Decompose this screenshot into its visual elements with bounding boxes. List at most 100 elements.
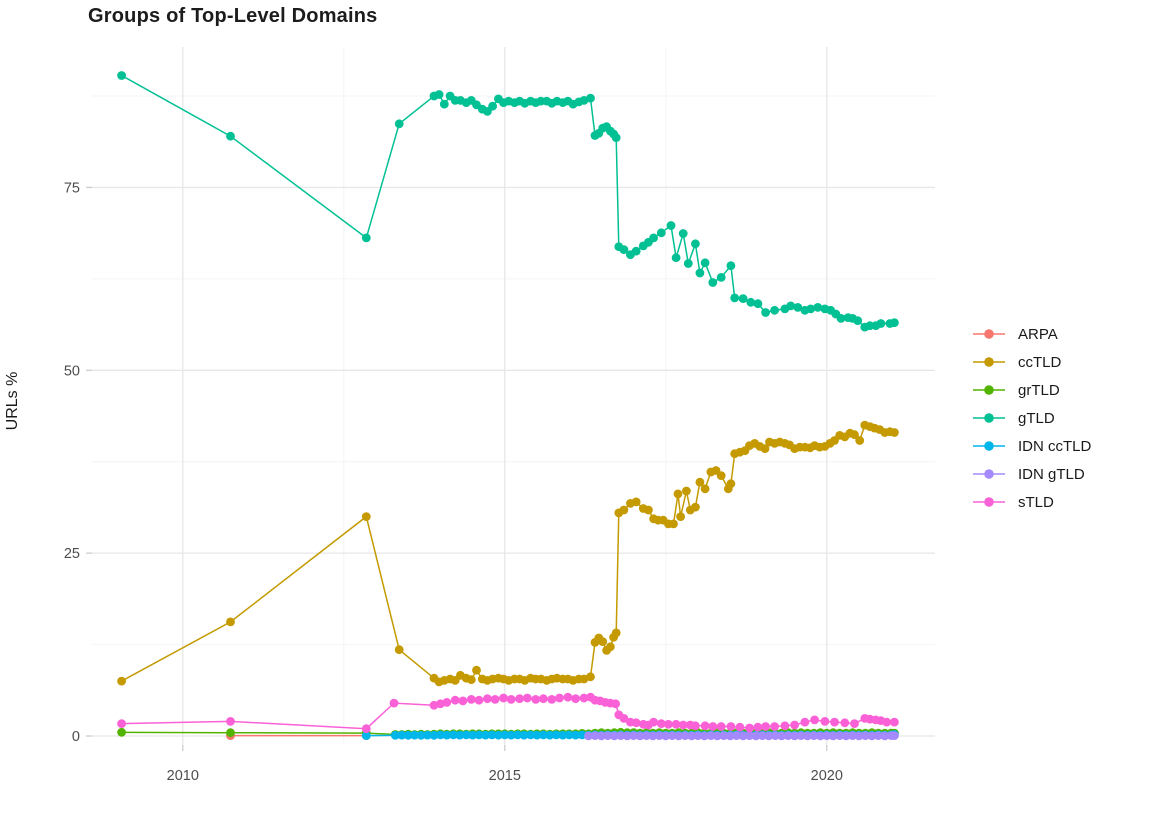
data-point (656, 228, 666, 238)
data-point (683, 259, 693, 268)
data-point (606, 642, 615, 652)
data-point (764, 731, 774, 741)
data-point (716, 471, 726, 480)
data-point (117, 727, 126, 737)
legend-label: ccTLD (1018, 353, 1062, 371)
legend-key-dot (984, 385, 994, 395)
data-point (828, 731, 838, 741)
y-tick-label: 25 (64, 546, 80, 562)
data-point (648, 731, 658, 741)
data-point (545, 730, 555, 740)
data-point (678, 720, 688, 730)
data-point (579, 693, 589, 703)
x-tick-label: 2020 (811, 768, 843, 784)
data-point (745, 731, 754, 740)
data-point (770, 722, 779, 731)
data-point (490, 695, 500, 704)
data-point (669, 519, 678, 529)
data-point (803, 731, 812, 741)
data-point (226, 717, 235, 726)
data-point (361, 724, 371, 734)
data-point (753, 299, 763, 309)
data-point (555, 693, 564, 703)
data-point (676, 512, 685, 521)
data-point (873, 731, 883, 740)
data-point (726, 722, 736, 731)
legend-label: IDN gTLD (1018, 465, 1085, 483)
legend-key-dot (984, 357, 994, 367)
legend-key-dot (984, 413, 994, 423)
data-point (745, 723, 754, 733)
data-point (226, 617, 235, 627)
data-point (629, 731, 638, 740)
data-point (468, 730, 477, 740)
data-point (649, 233, 658, 243)
data-point (611, 699, 620, 709)
data-point (551, 730, 561, 740)
data-point (611, 628, 621, 638)
data-point (397, 730, 407, 740)
data-point (850, 719, 859, 728)
x-tick-label: 2010 (167, 768, 199, 784)
data-point (855, 436, 865, 445)
data-point (732, 731, 741, 740)
data-point (442, 698, 452, 707)
data-point (770, 731, 780, 740)
data-point (619, 245, 629, 255)
data-point (117, 676, 126, 686)
data-point (390, 730, 400, 740)
data-point (890, 731, 899, 740)
data-point (609, 731, 619, 741)
data-point (708, 722, 718, 731)
series-stld (117, 692, 899, 734)
y-tick-label: 75 (64, 180, 80, 196)
legend-item-gtld: gTLD (972, 404, 1091, 432)
data-point (890, 428, 899, 437)
series-idn-gtld (584, 731, 899, 741)
data-point (429, 730, 439, 740)
legend-key-icon (973, 441, 1005, 451)
data-point (738, 294, 748, 303)
data-point (571, 694, 580, 704)
data-point (876, 319, 886, 328)
data-point (700, 721, 710, 731)
data-point (693, 731, 703, 740)
data-point (850, 430, 859, 440)
data-point (590, 731, 600, 740)
data-point (816, 731, 825, 741)
data-point (394, 119, 404, 129)
data-point (841, 731, 851, 741)
data-point (678, 229, 688, 238)
data-point (666, 221, 676, 230)
data-point (830, 717, 839, 727)
data-point (603, 731, 613, 740)
data-point (726, 261, 736, 271)
data-point (394, 645, 404, 655)
data-point (515, 694, 524, 704)
data-point (848, 731, 857, 740)
data-point (649, 717, 658, 727)
data-point (361, 512, 371, 521)
data-point (655, 731, 664, 740)
legend-label: sTLD (1018, 493, 1054, 511)
data-point (597, 731, 606, 741)
data-point (598, 637, 608, 646)
legend-item-cctld: ccTLD (972, 348, 1091, 376)
data-point (664, 719, 673, 729)
data-point (481, 730, 490, 740)
data-point (389, 698, 399, 708)
data-point (416, 730, 426, 740)
data-point (890, 318, 899, 328)
data-point (494, 730, 503, 740)
data-point (506, 695, 516, 704)
y-tick-label: 50 (64, 363, 80, 379)
data-point (836, 314, 846, 323)
data-point (687, 731, 696, 741)
data-point (434, 90, 444, 99)
data-point (472, 665, 481, 675)
data-point (631, 246, 641, 256)
data-point (644, 505, 653, 515)
data-point (474, 730, 484, 740)
data-point (586, 93, 595, 103)
data-point (735, 722, 745, 732)
